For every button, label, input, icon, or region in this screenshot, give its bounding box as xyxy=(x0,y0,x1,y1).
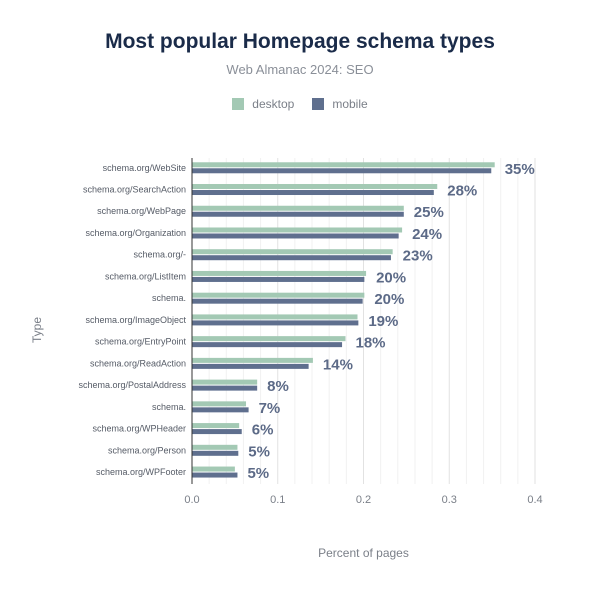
data-label: 20% xyxy=(374,291,404,308)
legend-item-mobile[interactable]: mobile xyxy=(312,97,368,111)
data-label: 24% xyxy=(412,226,442,243)
bar-desktop[interactable] xyxy=(192,314,358,320)
bar-desktop[interactable] xyxy=(192,249,393,255)
bars xyxy=(192,162,495,478)
category-label: schema.org/WebSite xyxy=(103,163,186,173)
data-label: 28% xyxy=(447,183,477,200)
data-label: 18% xyxy=(355,335,385,352)
category-label: schema.org/- xyxy=(133,250,186,260)
category-label: schema.org/EntryPoint xyxy=(95,337,187,347)
data-label: 20% xyxy=(376,269,406,286)
category-label: schema. xyxy=(152,402,186,412)
bar-mobile[interactable] xyxy=(192,429,242,435)
x-tick-labels: 0.0 0.1 0.2 0.3 0.4 xyxy=(184,494,542,506)
bar-mobile[interactable] xyxy=(192,407,249,413)
bar-desktop[interactable] xyxy=(192,205,404,211)
bar-mobile[interactable] xyxy=(192,363,309,369)
category-label: schema.org/ListItem xyxy=(105,271,186,281)
chart-title: Most popular Homepage schema types xyxy=(105,30,495,53)
category-label: schema.org/WebPage xyxy=(97,206,186,216)
bar-mobile[interactable] xyxy=(192,233,399,239)
bar-mobile[interactable] xyxy=(192,168,492,174)
bar-mobile[interactable] xyxy=(192,298,363,304)
bar-desktop[interactable] xyxy=(192,227,403,233)
category-label: schema.org/Person xyxy=(108,445,186,455)
category-label: schema.org/SearchAction xyxy=(83,185,186,195)
bar-mobile[interactable] xyxy=(192,255,391,261)
data-label: 8% xyxy=(267,378,289,395)
x-axis-title: Percent of pages xyxy=(318,546,409,560)
bar-mobile[interactable] xyxy=(192,211,404,217)
bar-desktop[interactable] xyxy=(192,270,367,276)
bar-desktop[interactable] xyxy=(192,184,438,190)
legend-swatch-desktop xyxy=(232,98,245,110)
bar-desktop[interactable] xyxy=(192,401,247,407)
chart-legend: desktop mobile xyxy=(0,97,600,111)
legend-label-mobile: mobile xyxy=(332,97,368,111)
category-label: schema.org/PostalAddress xyxy=(78,380,186,390)
x-tick-label: 0.3 xyxy=(442,494,457,506)
bar-mobile[interactable] xyxy=(192,320,359,326)
bar-desktop[interactable] xyxy=(192,292,365,298)
category-labels: schema.org/WebSite schema.org/SearchActio… xyxy=(78,163,186,477)
bar-desktop[interactable] xyxy=(192,423,240,429)
bar-desktop[interactable] xyxy=(192,444,238,450)
bar-desktop[interactable] xyxy=(192,162,495,168)
bar-desktop[interactable] xyxy=(192,466,235,472)
data-label: 14% xyxy=(323,356,353,373)
category-label: schema.org/WPFooter xyxy=(96,467,186,477)
x-tick-label: 0.4 xyxy=(527,494,542,506)
bar-desktop[interactable] xyxy=(192,336,346,342)
legend-label-desktop: desktop xyxy=(252,97,295,111)
data-label: 35% xyxy=(505,161,535,178)
category-label: schema.org/WPHeader xyxy=(92,424,186,434)
data-label: 23% xyxy=(403,248,433,265)
x-tick-label: 0.1 xyxy=(270,494,285,506)
data-label: 25% xyxy=(414,204,444,221)
data-label: 5% xyxy=(247,465,269,482)
bar-mobile[interactable] xyxy=(192,342,343,348)
bar-mobile[interactable] xyxy=(192,472,238,478)
bar-mobile[interactable] xyxy=(192,276,365,282)
legend-item-desktop[interactable]: desktop xyxy=(232,97,294,111)
data-label: 5% xyxy=(248,443,270,460)
category-label: schema. xyxy=(152,293,186,303)
category-label: schema.org/ReadAction xyxy=(90,358,186,368)
x-tick-label: 0.2 xyxy=(356,494,371,506)
bar-mobile[interactable] xyxy=(192,450,239,456)
category-label: schema.org/ImageObject xyxy=(85,315,186,325)
chart-subtitle: Web Almanac 2024: SEO xyxy=(226,62,374,77)
data-label: 19% xyxy=(368,313,398,330)
bar-desktop[interactable] xyxy=(192,379,258,385)
bar-mobile[interactable] xyxy=(192,385,258,391)
legend-swatch-mobile xyxy=(312,98,325,110)
bar-desktop[interactable] xyxy=(192,357,313,363)
y-axis-title: Type xyxy=(30,317,44,343)
category-label: schema.org/Organization xyxy=(85,228,186,238)
data-label: 7% xyxy=(259,400,281,417)
data-labels: 35% 28%25% 24% 23% 20% 20% 19% 18%14% 8% 7% 6% 5% 5% xyxy=(247,161,534,482)
bar-mobile[interactable] xyxy=(192,190,434,196)
data-label: 6% xyxy=(252,422,274,439)
x-tick-label: 0.0 xyxy=(184,494,199,506)
